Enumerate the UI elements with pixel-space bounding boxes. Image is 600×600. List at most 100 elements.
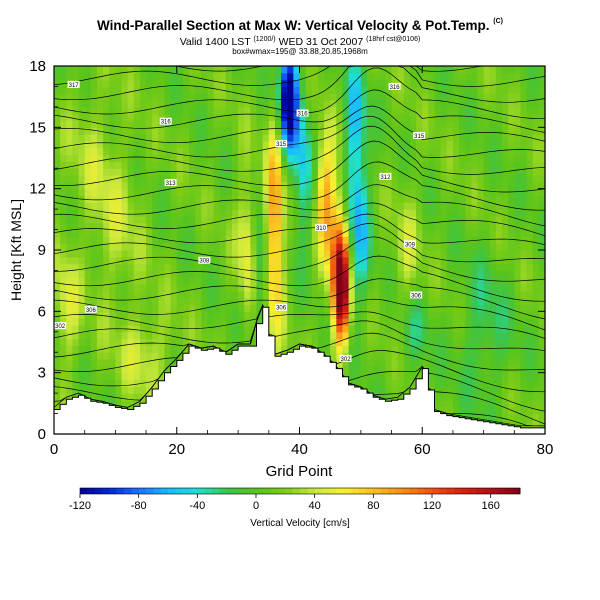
velocity-cell xyxy=(90,127,98,135)
velocity-cell xyxy=(416,195,423,203)
velocity-cell xyxy=(127,311,135,319)
velocity-cell xyxy=(299,263,307,272)
velocity-cell xyxy=(127,209,135,217)
velocity-cell xyxy=(66,386,74,394)
velocity-cell xyxy=(213,243,221,251)
velocity-cell xyxy=(446,304,454,312)
velocity-cell xyxy=(219,127,227,135)
velocity-cell xyxy=(66,393,74,401)
colorbar-tick-label: -120 xyxy=(69,500,91,512)
contour-label: 315 xyxy=(276,142,287,148)
velocity-cell xyxy=(84,188,92,197)
velocity-cell xyxy=(121,270,129,278)
velocity-cell xyxy=(256,311,264,319)
velocity-cell xyxy=(385,66,393,74)
velocity-cell xyxy=(317,263,325,272)
velocity-cell xyxy=(121,106,129,115)
velocity-cell xyxy=(379,277,387,285)
velocity-cell xyxy=(170,127,178,135)
chart-subtitle: Valid 1400 LST (1200/) WED 31 Oct 2007 (… xyxy=(179,36,421,48)
velocity-cell xyxy=(158,277,166,285)
velocity-cell xyxy=(532,420,540,428)
velocity-cell xyxy=(225,161,233,169)
velocity-cell xyxy=(66,359,74,367)
velocity-cell xyxy=(342,215,350,224)
velocity-cell xyxy=(397,297,405,306)
velocity-cell xyxy=(72,250,80,258)
velocity-cell xyxy=(508,284,515,292)
velocity-cell xyxy=(207,263,215,272)
velocity-cell xyxy=(281,161,288,169)
velocity-cell xyxy=(54,393,61,401)
velocity-cell xyxy=(367,161,374,169)
velocity-cell xyxy=(287,277,294,285)
velocity-cell xyxy=(293,243,301,251)
velocity-cell xyxy=(526,181,534,190)
velocity-cell xyxy=(403,140,411,149)
velocity-cell xyxy=(72,66,80,74)
velocity-cell xyxy=(158,106,166,115)
velocity-cell xyxy=(225,304,233,312)
velocity-cell xyxy=(379,100,387,108)
velocity-cell xyxy=(452,154,460,162)
velocity-cell xyxy=(409,66,417,74)
velocity-cell xyxy=(416,297,423,306)
velocity-cell xyxy=(520,379,528,387)
velocity-cell xyxy=(238,195,245,203)
velocity-cell xyxy=(176,209,184,217)
velocity-cell xyxy=(54,290,61,299)
velocity-cell xyxy=(502,127,509,135)
velocity-cell xyxy=(189,215,196,224)
velocity-cell xyxy=(219,202,227,210)
velocity-cell xyxy=(317,195,325,203)
velocity-cell xyxy=(391,195,399,203)
velocity-cell xyxy=(121,277,129,285)
velocity-cell xyxy=(471,304,479,312)
velocity-cell xyxy=(238,86,245,94)
velocity-cell xyxy=(330,243,337,251)
velocity-cell xyxy=(146,209,153,217)
colorbar-tick-label: -80 xyxy=(131,500,147,512)
velocity-cell xyxy=(60,134,67,142)
velocity-cell xyxy=(72,284,80,292)
velocity-cell xyxy=(189,161,196,169)
velocity-cell xyxy=(532,113,540,122)
velocity-cell xyxy=(311,181,319,190)
velocity-cell xyxy=(526,277,534,285)
velocity-cell xyxy=(305,181,313,190)
velocity-cell xyxy=(471,338,479,346)
velocity-cell xyxy=(502,284,509,292)
velocity-cell xyxy=(244,175,251,183)
velocity-cell xyxy=(72,345,80,353)
velocity-cell xyxy=(354,215,362,224)
velocity-cell xyxy=(428,372,436,381)
velocity-cell xyxy=(182,215,190,224)
velocity-cell xyxy=(317,113,325,122)
velocity-cell xyxy=(72,379,80,387)
velocity-cell xyxy=(440,352,448,360)
velocity-cell xyxy=(317,93,325,101)
velocity-cell xyxy=(109,297,116,306)
velocity-cell xyxy=(391,181,399,190)
velocity-cell xyxy=(281,290,288,299)
velocity-cell xyxy=(459,127,466,135)
velocity-cell xyxy=(379,229,387,237)
velocity-cell xyxy=(385,168,393,176)
velocity-cell xyxy=(409,304,417,312)
velocity-cell xyxy=(532,290,540,299)
velocity-cell xyxy=(440,154,448,162)
velocity-cell xyxy=(133,202,141,210)
velocity-cell xyxy=(201,236,209,244)
velocity-cell xyxy=(103,311,110,319)
velocity-cell xyxy=(538,311,546,319)
velocity-cell xyxy=(96,256,104,265)
velocity-cell xyxy=(115,113,123,122)
velocity-cell xyxy=(428,359,436,367)
velocity-cell xyxy=(139,72,147,81)
velocity-cell xyxy=(90,154,98,162)
velocity-cell xyxy=(207,222,215,231)
velocity-cell xyxy=(127,175,135,183)
velocity-cell xyxy=(146,134,153,142)
velocity-cell xyxy=(483,277,491,285)
velocity-cell xyxy=(127,399,135,408)
